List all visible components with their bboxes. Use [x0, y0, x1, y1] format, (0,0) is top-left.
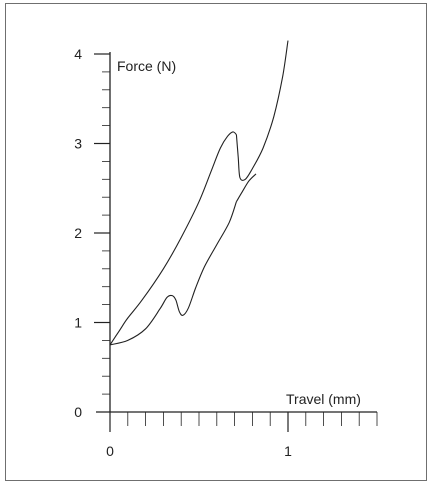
y-tick-label: 4 [74, 46, 82, 62]
y-tick-label: 0 [74, 404, 82, 420]
y-tick-label: 1 [74, 315, 82, 331]
curve-lower [109, 201, 237, 346]
tick-labels: 0 1 2 3 4 0 1 [74, 46, 292, 459]
y-axis-label: Force (N) [117, 58, 176, 74]
x-axis-label: Travel (mm) [286, 391, 361, 407]
hysteresis-curve [109, 40, 289, 346]
tick-marks [94, 53, 378, 432]
curve-return [235, 40, 289, 181]
y-tick-label: 3 [74, 136, 82, 152]
curve-upper [109, 131, 237, 346]
curve-lower-right [235, 173, 257, 202]
y-tick-label: 2 [74, 225, 82, 241]
chart-frame [5, 3, 427, 481]
axes [96, 52, 377, 413]
x-tick-label: 0 [106, 443, 114, 459]
x-tick-label: 1 [284, 443, 292, 459]
